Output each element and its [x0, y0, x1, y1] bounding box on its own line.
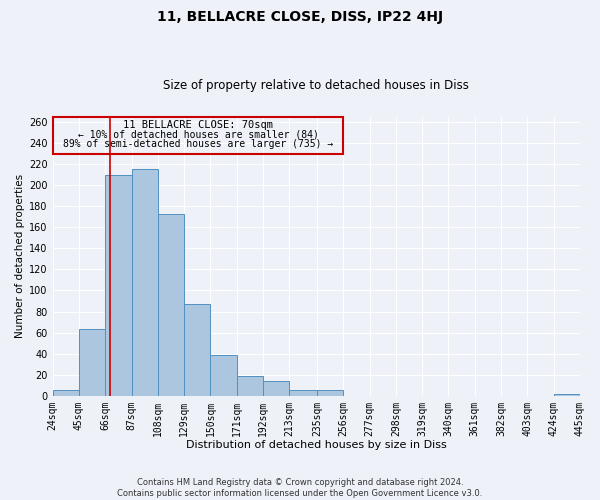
Bar	[554, 394, 580, 396]
Bar	[289, 390, 317, 396]
Text: 89% of semi-detached houses are larger (735) →: 89% of semi-detached houses are larger (…	[63, 140, 333, 149]
Bar	[79, 330, 105, 396]
Bar	[105, 174, 131, 396]
Bar	[237, 376, 263, 396]
Bar	[184, 304, 211, 396]
Text: 11 BELLACRE CLOSE: 70sqm: 11 BELLACRE CLOSE: 70sqm	[123, 120, 273, 130]
Title: Size of property relative to detached houses in Diss: Size of property relative to detached ho…	[163, 79, 469, 92]
Bar	[317, 390, 343, 396]
X-axis label: Distribution of detached houses by size in Diss: Distribution of detached houses by size …	[186, 440, 447, 450]
Bar	[158, 214, 184, 396]
Bar	[211, 354, 237, 396]
Text: Contains HM Land Registry data © Crown copyright and database right 2024.
Contai: Contains HM Land Registry data © Crown c…	[118, 478, 482, 498]
Bar	[53, 390, 79, 396]
Text: ← 10% of detached houses are smaller (84): ← 10% of detached houses are smaller (84…	[77, 130, 319, 140]
Bar	[263, 381, 289, 396]
Y-axis label: Number of detached properties: Number of detached properties	[15, 174, 25, 338]
Text: 11, BELLACRE CLOSE, DISS, IP22 4HJ: 11, BELLACRE CLOSE, DISS, IP22 4HJ	[157, 10, 443, 24]
Bar	[53, 117, 343, 154]
Bar	[131, 170, 158, 396]
